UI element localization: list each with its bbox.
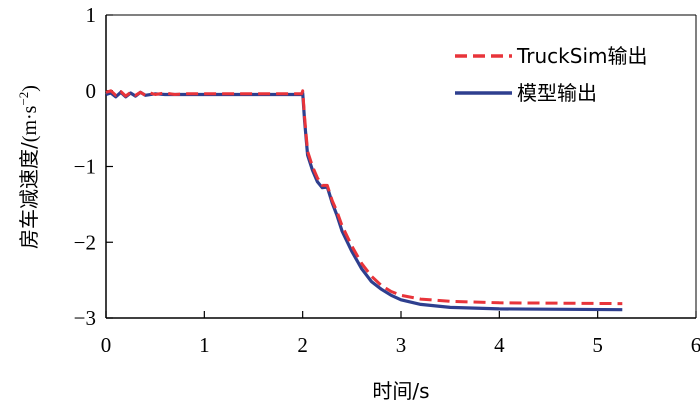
- y-axis-title-unit-open: (m·s: [19, 105, 41, 142]
- y-tick-label: 1: [86, 3, 97, 27]
- y-tick-label: −2: [74, 230, 96, 254]
- series-line-model: [105, 90, 623, 312]
- y-axis-title: 房车减速度/(m·s−2): [16, 85, 41, 249]
- y-tick-label: −1: [74, 155, 96, 179]
- y-axis-title-main: 房车减速度/: [17, 142, 41, 249]
- x-tick-label: 1: [199, 333, 210, 357]
- x-tick-label: 5: [592, 333, 603, 357]
- x-axis-title: 时间/s: [372, 379, 429, 403]
- y-tick-label: −3: [74, 306, 96, 330]
- y-axis-title-unit-sup: −2: [16, 92, 31, 106]
- x-tick-label: 2: [297, 333, 308, 357]
- x-ticks: 0 1 2 3 4 5 6: [101, 311, 700, 357]
- x-tick-label: 4: [494, 333, 505, 357]
- y-axis-title-unit-close: ): [19, 85, 41, 92]
- y-ticks: 1 0 −1 −2 −3: [74, 3, 113, 330]
- x-tick-label: 3: [396, 333, 407, 357]
- legend-label-model: 模型输出: [517, 81, 597, 105]
- legend: TruckSim输出 模型输出: [455, 44, 648, 105]
- legend-label-trucksim: TruckSim输出: [516, 44, 648, 68]
- y-tick-label: 0: [86, 79, 97, 103]
- series-line-trucksim: [105, 89, 623, 306]
- x-tick-label: 6: [691, 333, 700, 357]
- x-tick-label: 0: [101, 333, 112, 357]
- series-layer: [105, 89, 623, 312]
